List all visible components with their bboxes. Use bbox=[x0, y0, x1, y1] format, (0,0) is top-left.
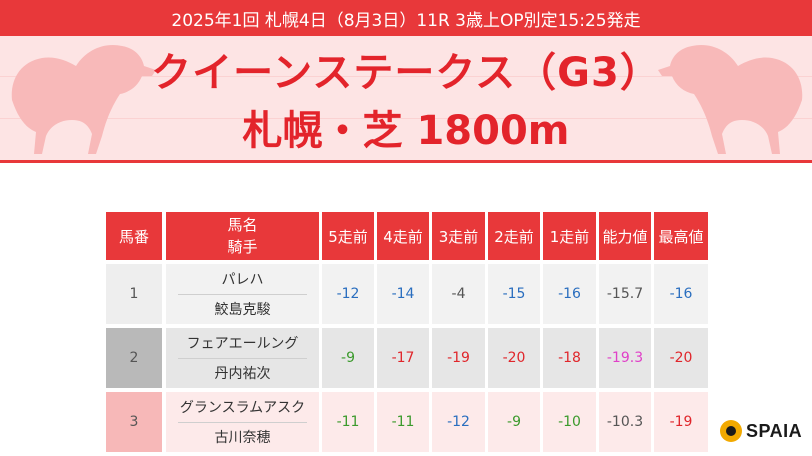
r4-value: -14 bbox=[377, 264, 429, 324]
ability-value: -19.3 bbox=[599, 328, 651, 388]
race-title-banner: クイーンステークス（G3） 札幌・芝 1800m bbox=[0, 36, 812, 160]
r3-value: -12 bbox=[432, 392, 485, 452]
best-value: -19 bbox=[654, 392, 708, 452]
header-name: 馬名 bbox=[227, 216, 258, 234]
r2-value: -15 bbox=[488, 264, 540, 324]
name-divider bbox=[178, 421, 307, 423]
horse-name-cell: フェアエールング 丹内祐次 bbox=[166, 328, 319, 388]
race-info-text: 2025年1回 札幌4日（8月3日）11R 3歳上OP別定15:25発走 bbox=[171, 10, 641, 31]
race-name: クイーンステークス（G3） bbox=[151, 50, 661, 96]
name-divider bbox=[178, 357, 307, 359]
banner-stripe bbox=[0, 118, 812, 119]
ability-value: -15.7 bbox=[599, 264, 651, 324]
r1-value: -18 bbox=[543, 328, 596, 388]
horse-name-cell: パレハ 鮫島克駿 bbox=[166, 264, 319, 324]
spaia-logo-text: SPAIA bbox=[746, 420, 803, 441]
r5-value: -9 bbox=[322, 328, 374, 388]
header-best: 最高値 bbox=[654, 212, 708, 260]
r1-value: -16 bbox=[543, 264, 596, 324]
banner-underline bbox=[0, 160, 812, 163]
r3-value: -4 bbox=[432, 264, 485, 324]
row-gate-number: 2 bbox=[106, 328, 162, 388]
r4-value: -11 bbox=[377, 392, 429, 452]
ability-value: -10.3 bbox=[599, 392, 651, 452]
horse-name: パレハ bbox=[221, 271, 264, 288]
r5-value: -12 bbox=[322, 264, 374, 324]
spaia-logo: SPAIA bbox=[720, 420, 802, 442]
r2-value: -9 bbox=[488, 392, 540, 452]
r3-value: -19 bbox=[432, 328, 485, 388]
r4-value: -17 bbox=[377, 328, 429, 388]
header-jockey: 騎手 bbox=[227, 238, 258, 256]
header-name-jockey: 馬名 騎手 bbox=[166, 212, 319, 260]
name-divider bbox=[178, 293, 307, 295]
horse-silhouette-icon bbox=[11, 44, 156, 154]
row-gate-number: 1 bbox=[106, 264, 162, 324]
r1-value: -10 bbox=[543, 392, 596, 452]
spaia-logo-icon bbox=[720, 420, 742, 442]
jockey-name: 丹内祐次 bbox=[214, 366, 271, 383]
header-4-races-ago: 4走前 bbox=[377, 212, 429, 260]
banner-stripe bbox=[0, 76, 812, 77]
header-1-race-ago: 1走前 bbox=[543, 212, 596, 260]
header-5-races-ago: 5走前 bbox=[322, 212, 374, 260]
jockey-name: 鮫島克駿 bbox=[214, 302, 271, 319]
horse-silhouette-icon bbox=[658, 44, 803, 154]
header-ability: 能力値 bbox=[599, 212, 651, 260]
horse-name: フェアエールング bbox=[186, 335, 299, 352]
course-info: 札幌・芝 1800m bbox=[242, 108, 570, 154]
horse-name: グランスラムアスク bbox=[179, 399, 306, 416]
jockey-name: 古川奈穂 bbox=[214, 430, 271, 447]
best-value: -16 bbox=[654, 264, 708, 324]
r2-value: -20 bbox=[488, 328, 540, 388]
horse-name-cell: グランスラムアスク 古川奈穂 bbox=[166, 392, 319, 452]
header-gate: 馬番 bbox=[106, 212, 162, 260]
header-2-races-ago: 2走前 bbox=[488, 212, 540, 260]
header-3-races-ago: 3走前 bbox=[432, 212, 485, 260]
race-info-bar: 2025年1回 札幌4日（8月3日）11R 3歳上OP別定15:25発走 bbox=[0, 0, 812, 36]
r5-value: -11 bbox=[322, 392, 374, 452]
row-gate-number: 3 bbox=[106, 392, 162, 452]
best-value: -20 bbox=[654, 328, 708, 388]
